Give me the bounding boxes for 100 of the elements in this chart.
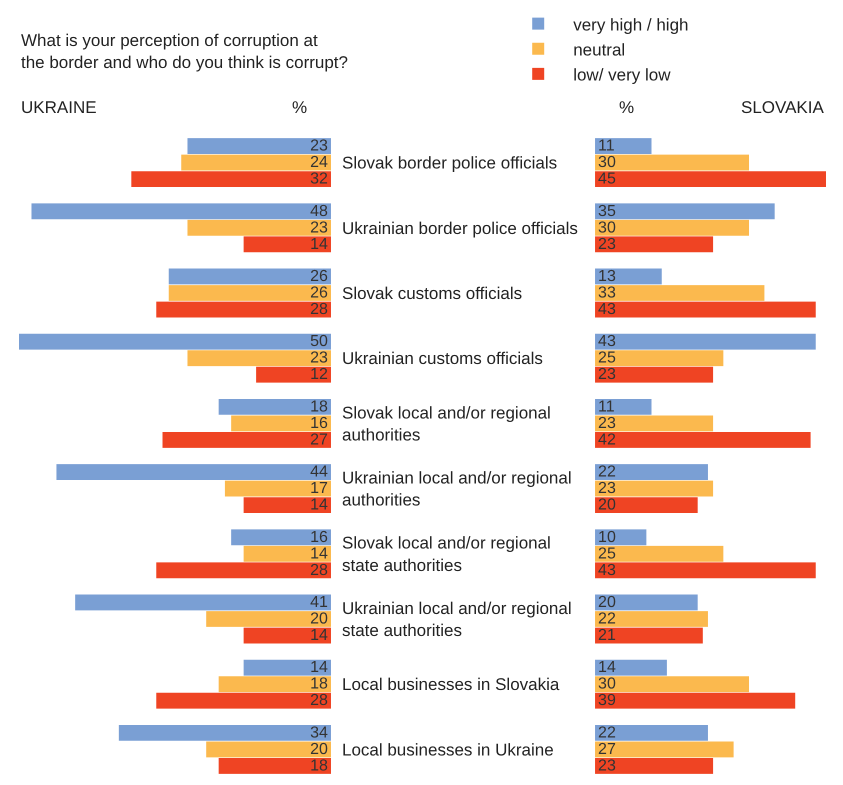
bar <box>595 692 796 709</box>
data-label: 44 <box>310 464 328 481</box>
x-axis-title: % <box>619 98 634 117</box>
data-label: 22 <box>598 610 616 628</box>
data-label: 18 <box>310 757 328 774</box>
bar <box>231 415 331 432</box>
y-tick-label: Local businesses in Ukraine <box>342 740 554 760</box>
data-label: 30 <box>598 676 616 693</box>
bar <box>595 138 652 154</box>
data-label: 22 <box>598 724 616 742</box>
bar <box>218 398 331 415</box>
bar <box>244 660 331 676</box>
data-label: 28 <box>310 301 328 318</box>
bar <box>595 334 816 350</box>
bar <box>595 546 724 562</box>
bar <box>595 171 826 188</box>
data-label: 16 <box>310 414 328 432</box>
data-label: 23 <box>598 366 616 384</box>
y-tick-label: Local businesses in Slovakia <box>342 675 560 694</box>
data-label: 50 <box>310 333 328 350</box>
bar <box>595 660 667 676</box>
data-label: 18 <box>310 398 328 416</box>
bar <box>75 594 331 610</box>
data-label: 23 <box>310 219 328 236</box>
y-tick-label: Slovak local and/or regional state authorities <box>342 534 551 575</box>
data-label: 21 <box>598 627 616 644</box>
bar <box>595 724 708 741</box>
data-label: 33 <box>598 284 616 302</box>
data-label: 43 <box>598 333 616 350</box>
data-label: 32 <box>310 170 328 188</box>
bar <box>218 676 331 692</box>
bar <box>595 350 724 366</box>
bar <box>244 497 331 514</box>
bar <box>595 741 734 758</box>
bar <box>244 546 331 562</box>
bar <box>118 724 331 741</box>
data-label: 28 <box>310 692 328 710</box>
data-label: 16 <box>310 528 328 546</box>
y-tick-label: Slovak customs officials <box>342 284 522 303</box>
bar <box>595 480 714 497</box>
bar <box>181 154 331 171</box>
bar <box>156 562 331 578</box>
data-label: 20 <box>310 610 328 628</box>
data-label: 23 <box>310 350 328 367</box>
data-label: 30 <box>598 154 616 172</box>
x-axis-title: % <box>292 98 308 117</box>
bar <box>595 758 714 774</box>
data-label: 27 <box>310 431 328 448</box>
data-label: 26 <box>310 268 328 285</box>
data-label: 39 <box>598 692 616 710</box>
bar <box>131 171 331 188</box>
y-tick-label: Slovak border police officials <box>342 154 558 173</box>
data-label: 14 <box>310 627 328 644</box>
data-label: 20 <box>598 496 616 514</box>
data-label: 48 <box>310 202 328 220</box>
bar <box>595 497 698 514</box>
data-label: 43 <box>598 562 616 579</box>
data-label: 43 <box>598 301 616 318</box>
bar <box>595 154 750 171</box>
data-label: 11 <box>598 138 615 155</box>
data-label: 14 <box>310 236 328 253</box>
data-label: 14 <box>310 545 328 562</box>
data-label: 30 <box>598 219 616 236</box>
data-label: 42 <box>598 431 616 448</box>
bar <box>156 692 331 709</box>
bar <box>256 366 331 383</box>
bar <box>187 220 331 236</box>
y-tick-label: Ukrainian border police officials <box>342 218 578 238</box>
y-tick-label: Ukrainian local and/or regional state authorities <box>342 598 572 640</box>
data-label: 17 <box>310 480 328 498</box>
data-label: 12 <box>310 366 328 384</box>
bar <box>595 366 714 383</box>
bar <box>595 285 764 301</box>
bar <box>595 594 698 610</box>
chart-subtitle: UKRAINE <box>21 98 97 117</box>
data-label: 24 <box>310 154 328 172</box>
bar <box>595 676 750 692</box>
data-label: 27 <box>598 740 616 758</box>
data-label: 34 <box>310 724 328 742</box>
bar <box>595 628 703 644</box>
data-label: 13 <box>598 268 616 285</box>
data-label: 26 <box>310 284 328 302</box>
bar <box>231 529 331 546</box>
y-tick-label: Ukrainian customs officials <box>342 349 543 368</box>
legend-label: very high / high <box>573 15 688 34</box>
data-label: 45 <box>598 170 616 188</box>
bar <box>206 741 331 758</box>
y-tick-label: Ukrainian local and/or regional authorities <box>342 468 572 510</box>
bar <box>595 415 714 432</box>
bar <box>224 480 331 497</box>
data-label: 14 <box>598 659 616 676</box>
data-label: 25 <box>598 545 616 562</box>
data-label: 14 <box>310 659 328 676</box>
bar <box>156 302 331 318</box>
bar <box>244 236 331 252</box>
bar <box>19 334 331 350</box>
bar <box>595 220 750 236</box>
data-label: 10 <box>598 528 616 546</box>
data-label: 35 <box>598 202 616 220</box>
bar <box>595 562 816 578</box>
